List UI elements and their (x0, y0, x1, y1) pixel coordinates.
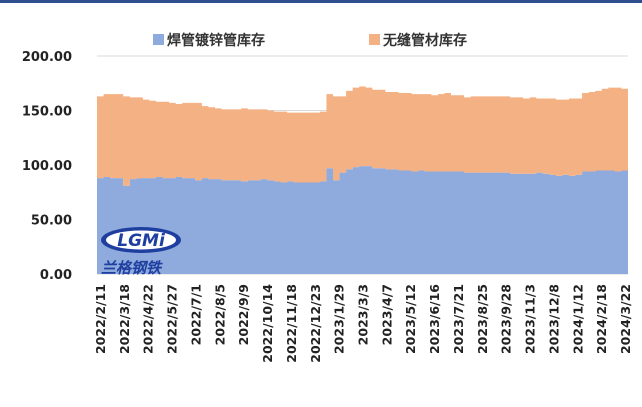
series-area-2 (97, 86, 628, 186)
x-tick-label: 2023/12/8 (546, 284, 561, 354)
area-layer (97, 86, 628, 274)
x-axis-ticks: 2022/2/11 2022/3/18 2022/4/22 2022/5/27 2022… (93, 284, 633, 363)
x-tick-label: 2022/5/27 (165, 284, 180, 354)
x-tick-label: 2022/4/22 (141, 284, 156, 354)
x-tick-label: 2022/7/1 (189, 284, 204, 345)
x-tick-label: 2022/10/14 (260, 284, 275, 363)
x-tick-label: 2023/4/7 (379, 284, 394, 345)
x-tick-label: 2024/2/18 (594, 284, 609, 354)
x-tick-label: 2022/11/18 (284, 284, 299, 363)
x-tick-label: 2024/3/22 (618, 284, 633, 354)
x-tick-label: 2023/8/25 (475, 284, 490, 354)
x-tick-label: 2024/1/12 (570, 284, 585, 354)
logo: LGMi 兰格钢铁 (101, 227, 181, 277)
x-tick-label: 2022/12/23 (308, 284, 323, 363)
x-tick-label: 2023/11/3 (523, 284, 538, 354)
legend-label-2: 无缝管材库存 (382, 32, 467, 49)
legend: 焊管镀锌管库存 无缝管材库存 (153, 32, 467, 49)
y-axis-ticks: 0.00 50.00 100.00 150.00 200.00 (22, 50, 72, 283)
x-tick-label: 2023/1/29 (332, 284, 347, 354)
x-tick-label: 2023/5/12 (403, 284, 418, 354)
x-tick-label: 2022/2/11 (93, 284, 108, 354)
y-tick-label: 100.00 (22, 159, 72, 174)
legend-swatch-1 (153, 34, 164, 45)
top-rule (0, 0, 642, 3)
x-tick-label: 2022/9/9 (236, 284, 251, 345)
x-tick-label: 2023/3/3 (356, 284, 371, 345)
x-tick-label: 2022/3/18 (117, 284, 132, 354)
y-tick-label: 0.00 (40, 268, 72, 283)
series-area-1 (97, 166, 628, 274)
legend-swatch-2 (369, 34, 380, 45)
logo-badge-inner (106, 230, 176, 250)
legend-label-1: 焊管镀锌管库存 (167, 32, 265, 49)
logo-company-name: 兰格钢铁 (101, 259, 163, 277)
x-tick-label: 2023/9/28 (499, 284, 514, 354)
y-tick-label: 200.00 (22, 50, 72, 65)
y-tick-label: 50.00 (31, 214, 72, 229)
x-tick-label: 2023/7/21 (451, 284, 466, 354)
logo-text: LGMi (117, 231, 166, 251)
x-tick-label: 2023/6/16 (427, 284, 442, 354)
x-tick-label: 2022/8/5 (212, 284, 227, 345)
y-tick-label: 150.00 (22, 105, 72, 120)
